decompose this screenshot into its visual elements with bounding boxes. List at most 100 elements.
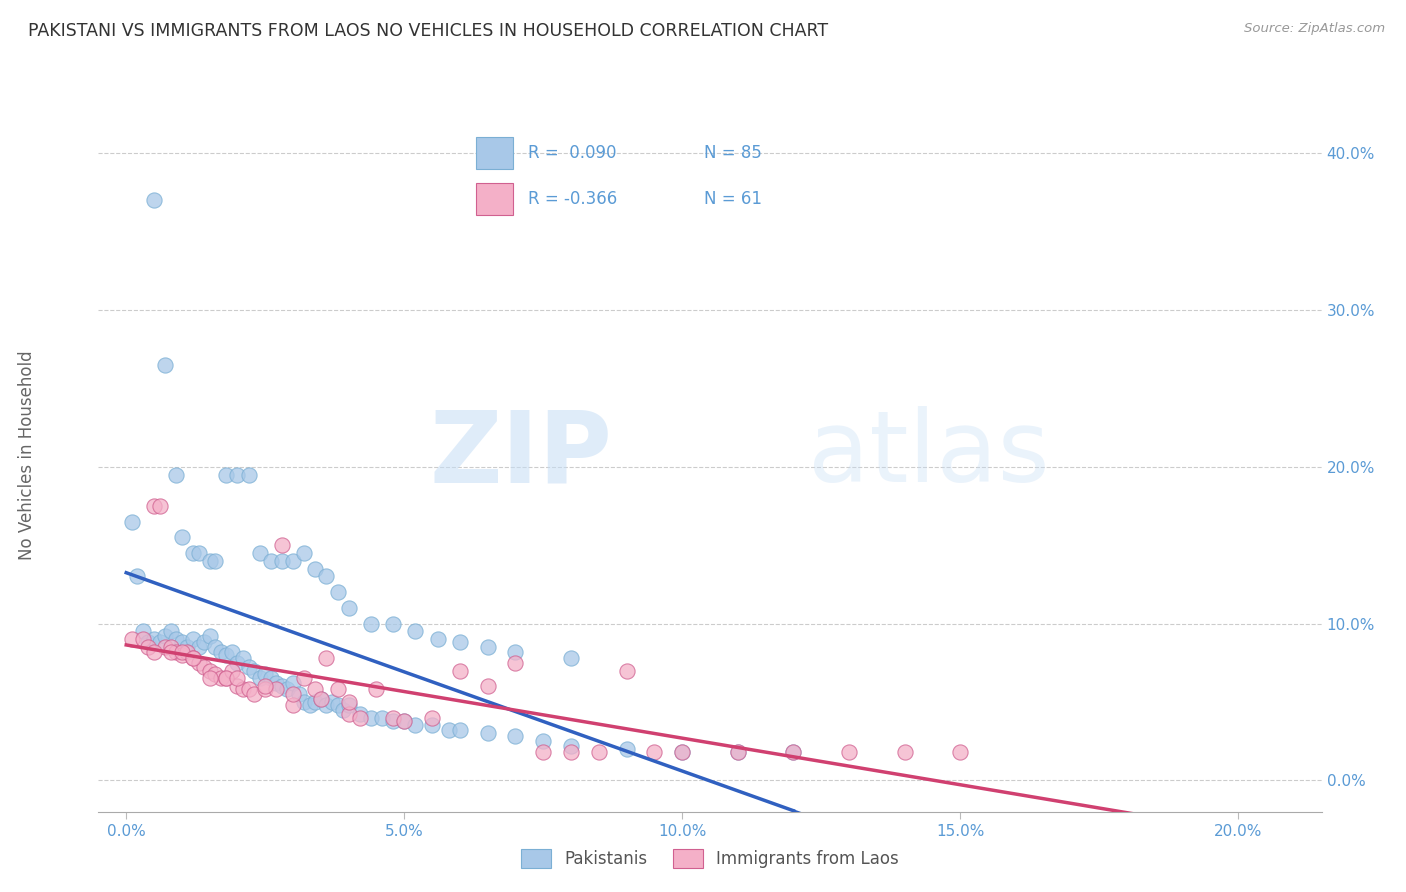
Point [298, 698, 321, 712]
Point [304, 695, 326, 709]
Point [132, 624, 155, 639]
Point [176, 640, 198, 654]
Point [727, 745, 749, 759]
Point [238, 467, 260, 482]
Point [221, 664, 243, 678]
Point [198, 554, 221, 568]
Point [326, 585, 349, 599]
Point [477, 726, 499, 740]
Point [260, 554, 283, 568]
Point [132, 632, 155, 647]
Point [276, 682, 298, 697]
Point [560, 739, 582, 753]
Point [226, 672, 249, 686]
Point [394, 714, 416, 728]
Point [477, 679, 499, 693]
Point [505, 730, 527, 744]
Point [270, 679, 294, 693]
Point [170, 530, 193, 544]
Point [238, 682, 260, 697]
Point [477, 640, 499, 654]
Point [360, 711, 382, 725]
Point [315, 651, 337, 665]
Point [531, 734, 554, 748]
Point [337, 600, 360, 615]
Point [366, 682, 388, 697]
Point [371, 711, 394, 725]
Point [449, 635, 471, 649]
Point [281, 676, 304, 690]
Point [153, 640, 176, 654]
Point [292, 546, 315, 560]
Point [337, 698, 360, 712]
Text: R = -0.366: R = -0.366 [527, 190, 617, 208]
Point [349, 711, 371, 725]
Point [249, 672, 271, 686]
Point [727, 745, 749, 759]
Point [449, 723, 471, 738]
Point [304, 561, 326, 575]
Point [337, 695, 360, 709]
Point [149, 635, 172, 649]
Point [138, 635, 160, 649]
Text: atlas: atlas [808, 407, 1049, 503]
FancyBboxPatch shape [477, 136, 513, 169]
Text: R =  0.090: R = 0.090 [527, 144, 616, 161]
Point [138, 640, 160, 654]
Point [254, 679, 277, 693]
Point [332, 703, 354, 717]
FancyBboxPatch shape [477, 183, 513, 215]
Text: ZIP: ZIP [429, 407, 612, 503]
Point [198, 672, 221, 686]
Point [315, 569, 337, 583]
Point [193, 660, 215, 674]
Y-axis label: No Vehicles in Household: No Vehicles in Household [18, 350, 37, 560]
Point [209, 645, 232, 659]
Point [266, 682, 288, 697]
Point [616, 742, 638, 756]
Point [281, 698, 304, 712]
Point [226, 679, 249, 693]
Point [243, 664, 266, 678]
Point [643, 745, 665, 759]
Point [198, 629, 221, 643]
Point [159, 640, 181, 654]
Point [437, 723, 460, 738]
Point [221, 645, 243, 659]
Point [215, 672, 238, 686]
Point [187, 640, 209, 654]
Point [187, 546, 209, 560]
Point [349, 707, 371, 722]
Point [449, 664, 471, 678]
Text: N = 61: N = 61 [704, 190, 762, 208]
Point [326, 682, 349, 697]
Point [404, 718, 426, 732]
Point [181, 651, 204, 665]
Point [309, 691, 332, 706]
Point [159, 645, 181, 659]
Point [260, 672, 283, 686]
Point [281, 554, 304, 568]
Point [531, 745, 554, 759]
Point [382, 711, 405, 725]
Point [893, 745, 915, 759]
Point [394, 714, 416, 728]
Point [505, 645, 527, 659]
Point [337, 707, 360, 722]
Point [143, 193, 166, 207]
Point [238, 660, 260, 674]
Point [159, 624, 181, 639]
Point [121, 515, 143, 529]
Point [315, 698, 337, 712]
Point [309, 691, 332, 706]
Point [281, 687, 304, 701]
Text: N = 85: N = 85 [704, 144, 762, 161]
Point [243, 687, 266, 701]
Point [181, 632, 204, 647]
Point [321, 695, 343, 709]
Point [226, 656, 249, 670]
Point [181, 651, 204, 665]
Point [249, 546, 271, 560]
Point [153, 358, 176, 372]
Point [292, 672, 315, 686]
